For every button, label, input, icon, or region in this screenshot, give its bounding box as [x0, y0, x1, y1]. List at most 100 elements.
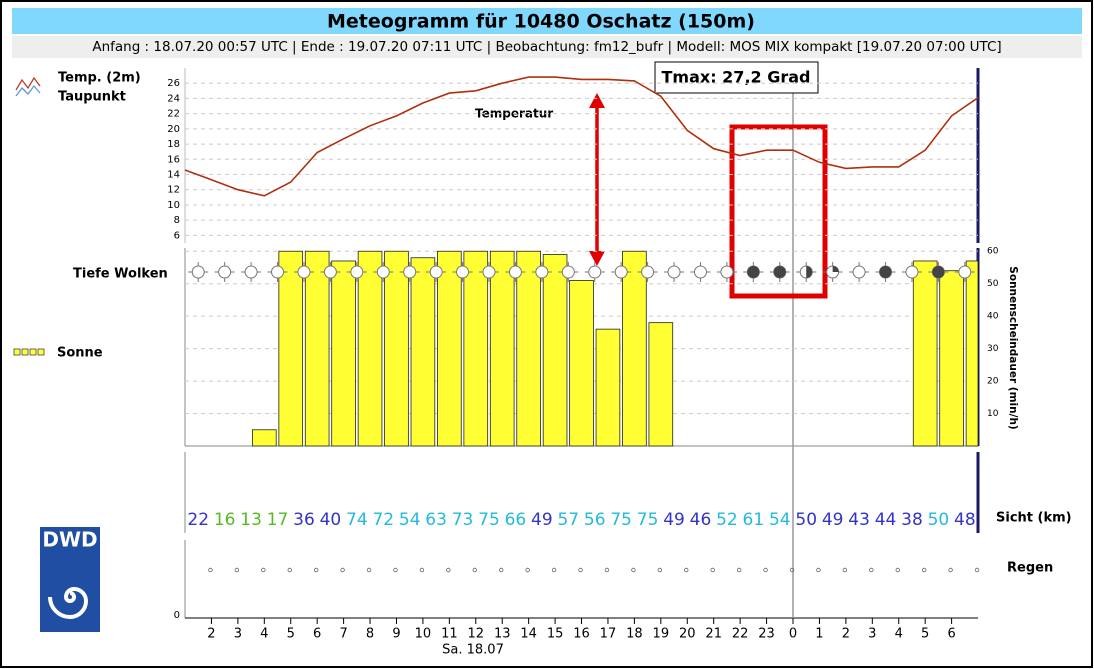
x-tick-label: 4 — [895, 627, 903, 642]
visibility-value: 38 — [901, 510, 923, 530]
visibility-value: 17 — [267, 510, 289, 530]
visibility-value: 46 — [690, 510, 712, 530]
rain-symbol — [948, 567, 953, 573]
cloud-symbol — [267, 262, 288, 282]
cloud-circle — [456, 265, 470, 279]
visibility-value: 50 — [928, 510, 950, 530]
rain-symbol — [921, 567, 927, 573]
x-tick-label: 23 — [758, 627, 775, 642]
y-tick-label: 26 — [167, 78, 180, 89]
x-tick-label: 14 — [520, 627, 537, 642]
rain-symbol — [604, 567, 610, 573]
cloud-symbol — [584, 262, 605, 282]
visibility-value: 75 — [478, 510, 500, 530]
sun-bar — [912, 260, 938, 447]
highlight-box — [729, 124, 828, 299]
x-tick-label: 1 — [815, 627, 823, 642]
cloud-symbol — [822, 262, 843, 282]
sun-legend-square — [21, 348, 29, 356]
visibility-value: 49 — [822, 510, 844, 530]
x-tick-label: 5 — [287, 627, 295, 642]
annotation: Tmax: 27,2 Grad — [662, 68, 811, 87]
visibility-value: 49 — [531, 510, 553, 530]
cloud-circle — [271, 265, 285, 279]
sun-bar — [648, 322, 674, 447]
cloud-circle — [958, 265, 972, 279]
rain-symbol — [816, 567, 821, 573]
sun-legend-icon — [13, 348, 45, 356]
rain-symbol — [551, 567, 557, 573]
y2-tick-label: 30 — [987, 344, 999, 354]
x-tick-label: 3 — [868, 627, 876, 642]
y2-axis-label: Sonnenscheindauer (min/h) — [1007, 266, 1019, 429]
subtitle: Anfang : 18.07.20 00:57 UTC | Ende : 19.… — [92, 39, 1001, 55]
x-tick-label: 12 — [468, 627, 485, 642]
rain-symbol — [763, 567, 768, 573]
x-tick-label: 6 — [947, 627, 955, 642]
y-tick-label: 24 — [167, 93, 180, 104]
visibility-value: 54 — [769, 510, 791, 530]
cloud-symbol — [875, 262, 896, 282]
cloud-symbol — [452, 262, 473, 282]
cloud-symbol — [241, 262, 262, 282]
visibility-value: 75 — [610, 510, 632, 530]
cloud-symbol — [426, 262, 447, 282]
legend-temp: Temp. (2m) — [58, 71, 141, 86]
sun-bar — [384, 250, 409, 447]
sun-bar — [252, 429, 277, 447]
visibility-value: 74 — [346, 510, 368, 530]
x-tick-label: 0 — [789, 627, 797, 642]
rain-symbol — [869, 567, 874, 573]
cloud-symbol — [399, 262, 420, 282]
title-bar — [12, 8, 1082, 34]
cloud-circle — [588, 265, 602, 279]
title: Meteogramm für 10480 Oschatz (150m) — [327, 11, 755, 33]
cloud-symbol — [743, 262, 764, 282]
rain-symbol — [419, 567, 425, 573]
y2-tick-label: 10 — [987, 409, 999, 419]
y2-tick-label: 60 — [987, 247, 999, 257]
sun-bar — [569, 280, 594, 447]
rain-symbol — [499, 567, 504, 573]
rain-symbol — [313, 567, 319, 573]
rain-symbol — [684, 567, 689, 573]
cloud-symbol — [769, 262, 790, 282]
legend-sun: Sonne — [57, 346, 103, 361]
y2-tick-label: 50 — [987, 279, 999, 289]
cloud-symbol — [558, 262, 579, 282]
visibility-value: 16 — [214, 510, 236, 530]
sun-bar — [357, 250, 383, 447]
subtitle-bar — [12, 36, 1082, 58]
sun-legend-square — [37, 348, 45, 356]
cloud-fill — [747, 266, 760, 278]
x-tick-label: 21 — [705, 627, 722, 642]
cloud-circle — [323, 265, 337, 279]
cloud-circle — [403, 265, 417, 279]
sun-bar — [489, 250, 515, 447]
y-tick-label: 12 — [167, 185, 180, 196]
visibility-value: 73 — [452, 510, 474, 530]
cloud-symbol — [954, 262, 975, 282]
x-tick-label: 4 — [260, 627, 268, 642]
rain-symbol — [446, 567, 451, 573]
cloud-symbol — [320, 262, 341, 282]
x-tick-label: 20 — [679, 627, 696, 642]
cloud-circle — [852, 265, 866, 279]
cloud-fill — [832, 266, 839, 272]
rain-symbol — [234, 567, 240, 573]
logo-text: DWD — [42, 528, 97, 552]
arrow-head — [589, 251, 605, 266]
rain-symbol — [631, 567, 636, 573]
visibility-value: 43 — [848, 510, 870, 530]
cloud-symbol — [928, 262, 949, 282]
cloud-circle — [350, 265, 364, 279]
x-tick-label: 11 — [441, 627, 458, 642]
cloud-circle — [429, 265, 443, 279]
cloud-circle — [508, 265, 522, 279]
cloud-circle — [297, 265, 311, 279]
visibility-value: 22 — [187, 510, 209, 530]
cloud-symbol — [214, 262, 235, 282]
visibility-value: 36 — [293, 510, 315, 530]
cloud-symbol — [293, 262, 314, 282]
